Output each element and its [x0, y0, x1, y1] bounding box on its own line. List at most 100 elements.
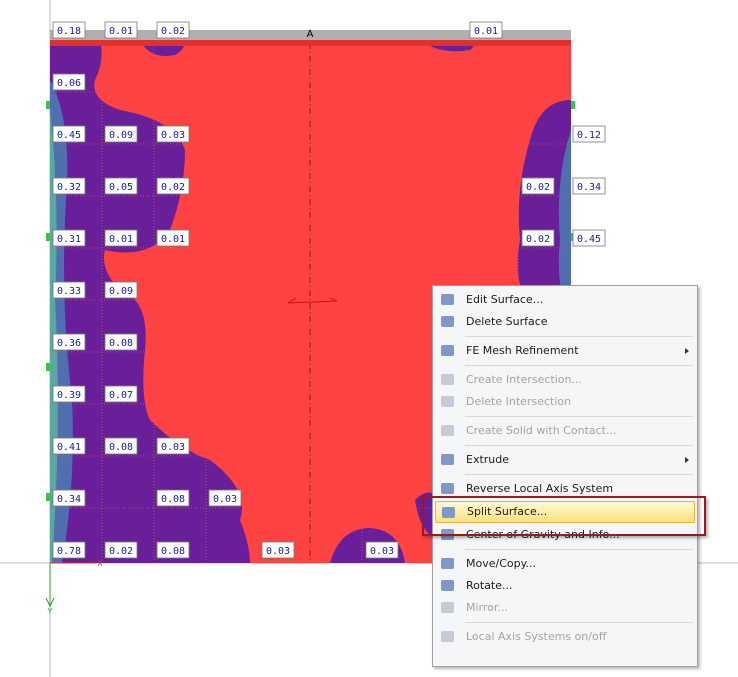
- label-box: [572, 177, 606, 195]
- local-axis: [287, 297, 338, 304]
- result-label: 0.41: [57, 442, 81, 453]
- label-box: [52, 281, 86, 299]
- menu-item: Create Solid with Contact...: [435, 420, 695, 442]
- menu-item[interactable]: Edit Surface...: [435, 289, 695, 311]
- label-box: [104, 125, 138, 143]
- separator: [465, 622, 693, 623]
- result-label: 0.02: [109, 546, 133, 557]
- result-label: 0.34: [57, 494, 81, 505]
- menu-icon: [441, 396, 454, 407]
- label-box: [52, 385, 86, 403]
- menu-label: Mirror...: [466, 601, 508, 614]
- menu-icon: [441, 425, 454, 436]
- menu-item[interactable]: Reverse Local Axis System: [435, 478, 695, 500]
- label-box: [52, 125, 86, 143]
- separator: [465, 365, 693, 366]
- menu-label: Create Intersection...: [466, 373, 582, 386]
- result-label: 0.36: [57, 338, 81, 349]
- result-label: 0.18: [57, 26, 81, 37]
- menu-icon: [441, 558, 454, 569]
- result-label: 0.01: [109, 26, 133, 37]
- result-label: 0.02: [161, 26, 185, 37]
- label-box: [104, 177, 138, 195]
- label-box: [104, 281, 138, 299]
- menu-label: Reverse Local Axis System: [466, 482, 614, 495]
- menu-item[interactable]: Move/Copy...: [435, 553, 695, 575]
- context-menu: Edit Surface... Delete Surface FE Mesh Ref…: [432, 285, 698, 667]
- result-label: 0.08: [161, 546, 185, 557]
- menu-label: Local Axis Systems on/off: [466, 630, 607, 643]
- label-box: [52, 73, 86, 91]
- result-label: 0.08: [161, 494, 185, 505]
- label-box: [52, 437, 86, 455]
- label-box: [52, 333, 86, 351]
- result-label: 0.03: [161, 442, 185, 453]
- axis-label: X: [97, 559, 103, 568]
- section-bar: [50, 30, 571, 40]
- separator: [465, 336, 693, 337]
- menu-item: Mirror...: [435, 597, 695, 619]
- result-label: 0.45: [577, 234, 601, 245]
- label-box: [521, 229, 555, 247]
- label-box: [469, 21, 503, 39]
- menu-label: Create Solid with Contact...: [466, 424, 617, 437]
- menu-item: Local Axis Systems on/off: [435, 626, 695, 648]
- label-box: [52, 21, 86, 39]
- result-label: 0.03: [266, 546, 290, 557]
- menu-item[interactable]: FE Mesh Refinement: [435, 340, 695, 362]
- menu-item[interactable]: Delete Surface: [435, 311, 695, 333]
- result-label: 0.03: [370, 546, 394, 557]
- menu-item: Delete Intersection: [435, 391, 695, 413]
- edge-line: [50, 40, 571, 46]
- result-label: 0.32: [57, 182, 81, 193]
- menu-item[interactable]: Rotate...: [435, 575, 695, 597]
- result-label: 0.31: [57, 234, 81, 245]
- axis-name: A: [307, 29, 314, 40]
- label-box: [52, 541, 86, 559]
- label-box: [261, 541, 295, 559]
- menu-icon: [441, 631, 454, 642]
- label-box: [208, 489, 242, 507]
- label-box: [572, 229, 606, 247]
- menu-label: Delete Surface: [466, 315, 548, 328]
- label-box: [104, 229, 138, 247]
- submenu-arrow: [685, 457, 689, 463]
- menu-label: Rotate...: [466, 579, 513, 592]
- result-label: 0.08: [109, 442, 133, 453]
- menu-item: Create Intersection...: [435, 369, 695, 391]
- separator: [465, 416, 693, 417]
- result-label: 0.06: [57, 78, 81, 89]
- label-box: [156, 229, 190, 247]
- menu-icon: [441, 345, 454, 356]
- result-label: 0.03: [161, 130, 185, 141]
- result-label: 0.02: [161, 182, 185, 193]
- result-label: 0.34: [577, 182, 601, 193]
- axis-label: Y: [47, 607, 53, 616]
- label-box: [52, 229, 86, 247]
- result-label: 0.09: [109, 130, 133, 141]
- menu-item[interactable]: Extrude: [435, 449, 695, 471]
- result-label: 0.45: [57, 130, 81, 141]
- label-box: [156, 489, 190, 507]
- label-box: [104, 437, 138, 455]
- menu-label: Split Surface...: [467, 505, 548, 518]
- label-box: [156, 21, 190, 39]
- menu-label: Edit Surface...: [466, 293, 544, 306]
- label-box: [104, 21, 138, 39]
- menu-label: Extrude: [466, 453, 510, 466]
- highlight-box: [422, 496, 706, 536]
- result-label: 0.05: [109, 182, 133, 193]
- separator: [465, 474, 693, 475]
- label-box: [572, 125, 606, 143]
- menu-label: Move/Copy...: [466, 557, 537, 570]
- label-box: [104, 385, 138, 403]
- result-labels: 0.18 0.01 0.02 0.01 0.06 0.45 0.09 0.03 0.12 0.32…: [52, 21, 606, 559]
- result-label: 0.78: [57, 546, 81, 557]
- result-label: 0.02: [526, 234, 550, 245]
- menu-item[interactable]: Split Surface...: [435, 501, 695, 523]
- label-box: [521, 177, 555, 195]
- y-arrow: [45, 563, 55, 608]
- menu-icon: [441, 602, 454, 613]
- separator: [465, 445, 693, 446]
